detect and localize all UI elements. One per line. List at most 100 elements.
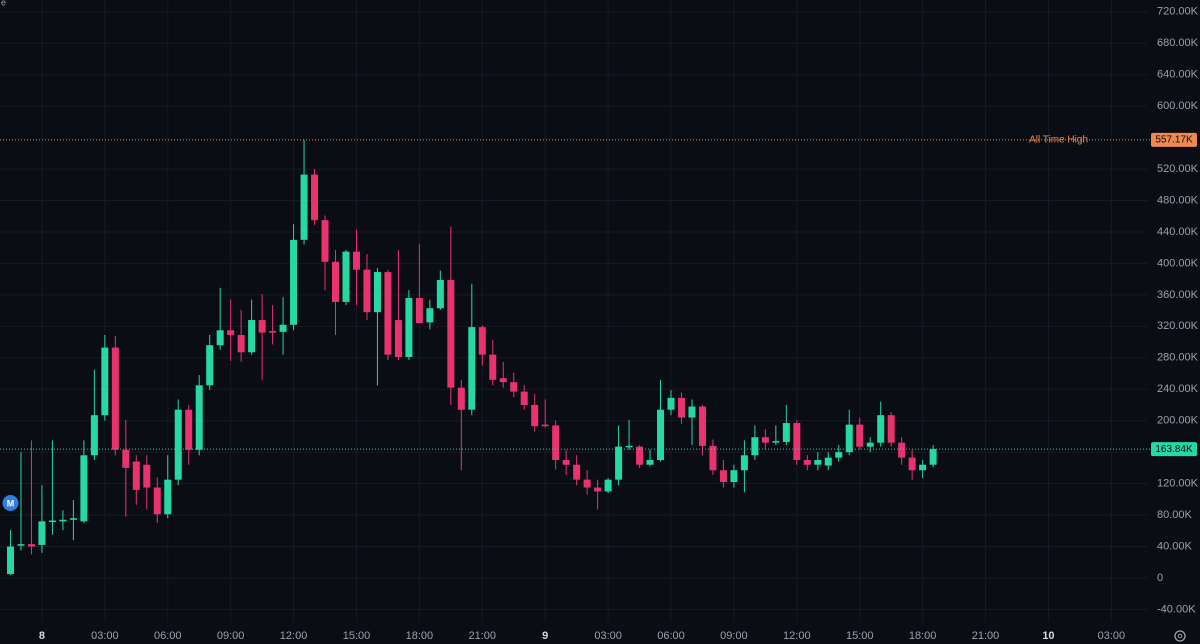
price-label: 557.17K: [1155, 134, 1193, 145]
candle-body: [352, 251, 360, 270]
candle-body: [761, 437, 769, 443]
candle-body: [38, 521, 46, 545]
x-tick-label: 03:00: [1098, 630, 1126, 642]
candle-body: [143, 464, 151, 488]
x-tick-label: 15:00: [343, 630, 371, 642]
candle-body: [342, 251, 350, 302]
candle-body: [688, 406, 696, 418]
y-tick-label: 40.00K: [1157, 540, 1193, 552]
candle-body: [6, 546, 14, 575]
candle-body: [824, 457, 832, 466]
candle-body: [269, 331, 277, 333]
candle-body: [562, 460, 570, 465]
candle-body: [709, 445, 717, 471]
settings-icon[interactable]: [1174, 630, 1186, 642]
candle-body: [394, 320, 402, 358]
candle-body: [772, 441, 780, 443]
candle-body: [237, 334, 245, 353]
x-tick-label: 09:00: [720, 630, 748, 642]
candle-body: [164, 479, 172, 515]
candle-body: [552, 425, 560, 461]
reference-line-text: All Time High: [1029, 134, 1088, 145]
candle-body: [541, 424, 549, 427]
candle-body: [489, 354, 497, 380]
x-tick-label: 09:00: [217, 630, 245, 642]
event-marker[interactable]: [2, 495, 19, 511]
y-tick-label: 680.00K: [1157, 37, 1199, 49]
candle-body: [657, 409, 665, 461]
candle-body: [248, 320, 256, 353]
candle-body: [740, 455, 748, 471]
candle-body: [300, 174, 308, 240]
candle-body: [373, 272, 381, 313]
candle-body: [908, 457, 916, 471]
price-label: 163.84K: [1155, 444, 1193, 455]
y-tick-label: 480.00K: [1157, 194, 1199, 206]
candle-body: [153, 487, 161, 515]
candle-body: [17, 544, 25, 546]
candle-body: [646, 460, 654, 465]
candle-body: [803, 460, 811, 465]
x-tick-label: 06:00: [154, 630, 182, 642]
candle-body: [69, 518, 77, 520]
x-tick-label: 03:00: [91, 630, 119, 642]
y-tick-label: 400.00K: [1157, 257, 1199, 269]
y-tick-label: 360.00K: [1157, 289, 1199, 301]
candle-body: [510, 382, 518, 392]
y-tick-label: 600.00K: [1157, 100, 1199, 112]
candle-body: [520, 391, 528, 405]
candle-body: [625, 445, 633, 448]
candle-body: [290, 239, 298, 325]
x-tick-label: 21:00: [972, 630, 1000, 642]
candle-body: [59, 519, 67, 522]
candle-body: [227, 330, 235, 335]
y-tick-label: 200.00K: [1157, 415, 1199, 427]
candle-body: [185, 409, 193, 450]
candle-body: [311, 174, 319, 221]
candle-body: [132, 461, 140, 490]
event-marker-label: M: [7, 498, 15, 508]
candle-body: [677, 397, 685, 418]
y-tick-label: 440.00K: [1157, 226, 1199, 238]
candle-body: [48, 520, 56, 523]
candle-body: [111, 347, 119, 450]
candle-body: [405, 298, 413, 358]
candle-body: [279, 324, 287, 332]
candle-body: [384, 272, 392, 355]
x-tick-label: 12:00: [783, 630, 811, 642]
x-tick-label: 18:00: [406, 630, 434, 642]
y-tick-label: 280.00K: [1157, 352, 1199, 364]
chart-title: e: [1, 0, 6, 7]
candle-body: [80, 455, 88, 522]
candle-body: [363, 269, 371, 313]
candle-body: [845, 424, 853, 453]
x-tick-label: 03:00: [594, 630, 622, 642]
y-tick-label: 240.00K: [1157, 383, 1199, 395]
price-label-box: [1151, 132, 1197, 147]
y-tick-label: 0: [1157, 572, 1163, 584]
candle-body: [636, 446, 644, 465]
candle-body: [122, 449, 130, 468]
candle-body: [447, 279, 455, 388]
candle-body: [531, 404, 539, 427]
y-tick-label: 80.00K: [1157, 509, 1193, 521]
x-tick-label: 18:00: [909, 630, 937, 642]
y-tick-label: 720.00K: [1157, 6, 1199, 18]
y-tick-label: -40.00K: [1157, 603, 1196, 615]
candle-body: [426, 308, 434, 323]
candle-body: [216, 330, 224, 346]
candle-body: [730, 470, 738, 483]
candle-body: [814, 460, 822, 465]
candle-body: [436, 279, 444, 309]
candle-body: [499, 378, 507, 383]
candle-body: [604, 479, 612, 492]
x-tick-label: 9: [542, 630, 548, 642]
candle-body: [719, 470, 727, 483]
candle-body: [877, 415, 885, 443]
y-tick-label: 320.00K: [1157, 320, 1199, 332]
candle-body: [856, 424, 864, 447]
candle-body: [793, 423, 801, 461]
candle-body: [321, 220, 329, 262]
